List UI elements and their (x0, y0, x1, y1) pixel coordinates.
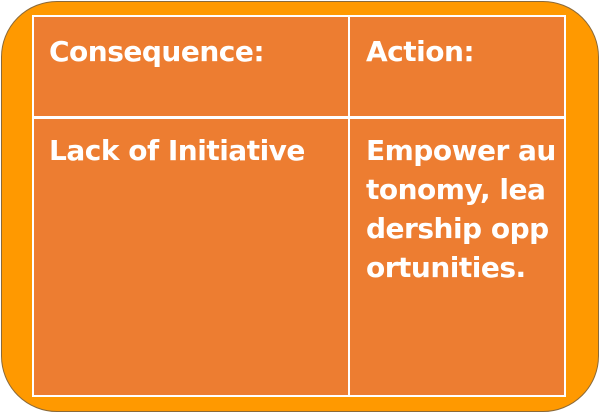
table-border-left (32, 15, 34, 397)
consequence-action-table (32, 15, 566, 397)
cell-consequence: Lack of Initiative (49, 134, 305, 167)
cell-action: Empower autonomy, leadership opportuniti… (366, 134, 556, 284)
table-border-top (32, 15, 566, 17)
header-consequence: Consequence: (49, 35, 265, 68)
header-row-divider (32, 116, 566, 119)
column-divider (348, 15, 350, 397)
header-action: Action: (366, 35, 475, 68)
table-border-right (564, 15, 566, 397)
table-border-bottom (32, 395, 566, 397)
